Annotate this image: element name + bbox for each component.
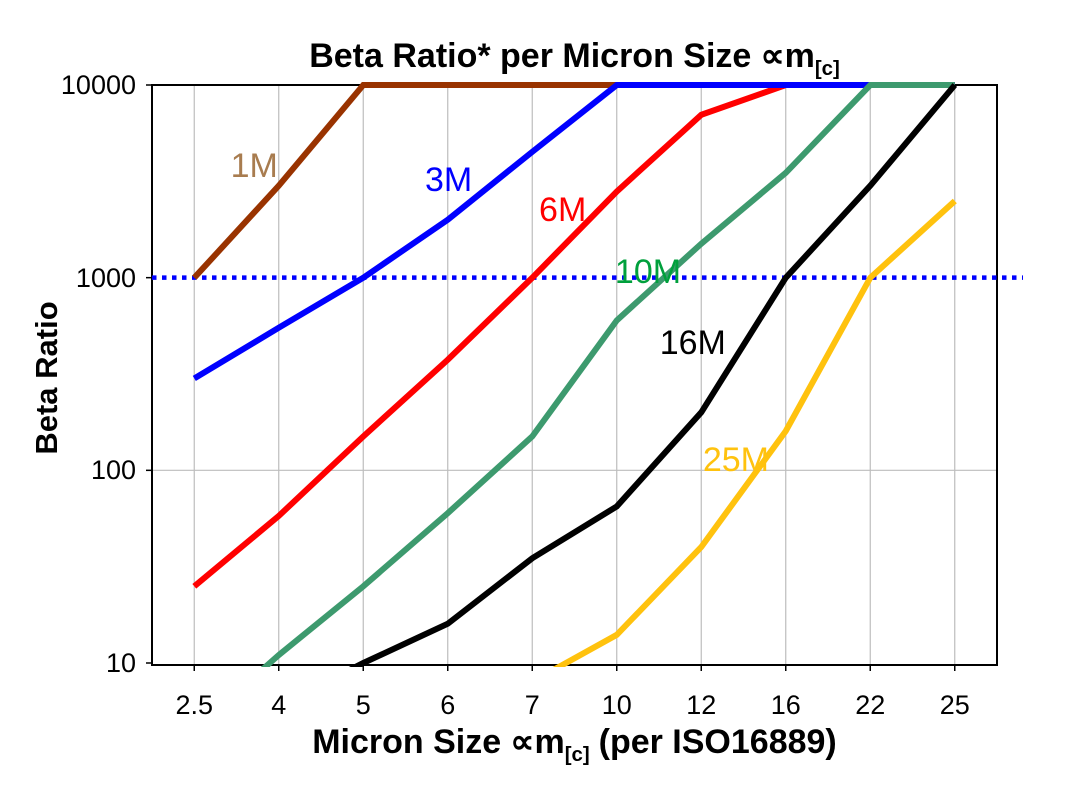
chart-title-text: Beta Ratio* per Micron Size [309,37,752,75]
x-axis-title: Micron Size ∝m[c] (per ISO16889) [152,722,997,775]
series-lines [192,82,958,667]
y-tick-10000: 10000 [60,70,136,100]
y-tick-1000: 1000 [75,262,136,293]
chart-title: Beta Ratio* per Micron Size ∝m[c] [152,36,997,89]
y-tick-10: 10 [105,648,136,678]
x-tick-16: 16 [770,690,801,720]
axis-tick-marks [146,84,956,671]
series-label-16M: 16M [659,323,726,362]
series-line-10M [260,82,955,667]
series-label-6M: 6M [539,190,587,229]
x-tick-6: 6 [440,690,456,720]
series-label-3M: 3M [424,161,473,200]
series-line-16M [348,83,958,667]
x-tick-2.5: 2.5 [175,690,214,720]
x-tick-4: 4 [271,690,287,720]
series-label-10M: 10M [614,253,682,291]
x-tick-22: 22 [855,690,886,720]
x-tick-7: 7 [524,690,540,720]
chart-title-micron-symbol: ∝m [760,37,815,75]
y-tick-100: 100 [90,455,136,486]
series-label-1M: 1M [230,146,278,185]
x-tick-12: 12 [686,690,717,720]
x-axis-title-text: Micron Size [312,723,502,761]
x-axis-title-suffix: (per ISO16889) [598,723,837,761]
x-axis-micron-symbol: ∝m [510,723,565,761]
x-tick-10: 10 [601,690,632,720]
x-tick-25: 25 [939,690,970,720]
series-line-3M [192,82,955,381]
x-tick-5: 5 [355,690,371,720]
series-label-25M: 25M [702,441,769,480]
x-axis-subscript: [c] [564,743,590,766]
series-line-25M [552,198,957,667]
chart-title-subscript: [c] [814,57,840,80]
